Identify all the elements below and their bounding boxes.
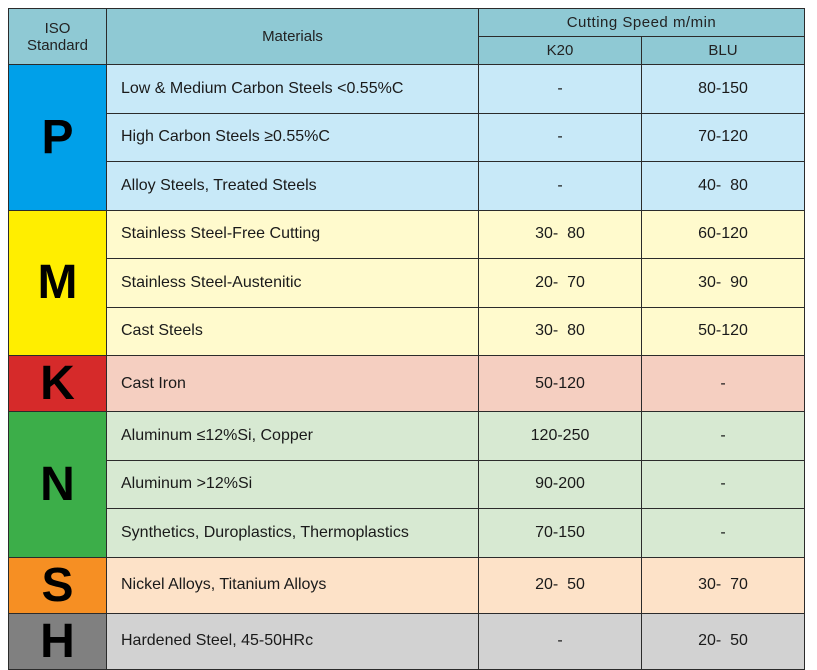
blu-cell: 30- 70 <box>641 556 805 614</box>
material-cell: Stainless Steel-Free Cutting <box>106 209 479 259</box>
blu-cell: 50-120 <box>641 306 805 356</box>
material-cell: Hardened Steel, 45-50HRc <box>106 612 479 670</box>
material-cell: Alloy Steels, Treated Steels <box>106 161 479 211</box>
k20-header: K20 <box>478 36 642 65</box>
material-cell: High Carbon Steels ≥0.55%C <box>106 112 479 162</box>
material-cell: Cast Steels <box>106 306 479 356</box>
table-row: Alloy Steels, Treated Steels -40- 80 <box>9 161 805 211</box>
table-row: Stainless Steel-Austenitic 20- 70 30- 90 <box>9 258 805 308</box>
blu-cell: - <box>641 411 805 461</box>
table-row: S Nickel Alloys, Titanium Alloys 20- 50 30-… <box>8 556 805 614</box>
material-cell: Nickel Alloys, Titanium Alloys <box>106 556 479 614</box>
blu-header: BLU <box>641 36 805 65</box>
k20-cell: - <box>478 64 642 114</box>
blu-cell: - <box>641 508 805 558</box>
iso-group-m: M <box>8 209 107 356</box>
blu-cell: 20- 50 <box>641 612 805 670</box>
blu-cell: 60-120 <box>641 209 805 259</box>
table-row: H Hardened Steel, 45-50HRc -20- 50 <box>8 612 805 670</box>
material-cell: Aluminum ≤12%Si, Copper <box>106 411 479 461</box>
k20-cell: 50-120 <box>478 355 642 412</box>
iso-group-k: K <box>8 355 107 412</box>
iso-group-n: N <box>8 411 107 558</box>
table-row: Synthetics, Duroplastics, Thermoplastics… <box>9 508 805 558</box>
blu-cell: - <box>641 355 805 412</box>
material-cell: Stainless Steel-Austenitic <box>106 258 479 308</box>
material-cell: Low & Medium Carbon Steels <0.55%C <box>106 64 479 114</box>
table-row: High Carbon Steels ≥0.55%C -70-120 <box>9 112 805 162</box>
material-cell: Cast Iron <box>106 355 479 412</box>
cutting-speed-table: ISO Standard Materials Cutting Speed m/m… <box>8 8 805 670</box>
material-cell: Aluminum >12%Si <box>106 459 479 509</box>
blu-cell: 80-150 <box>641 64 805 114</box>
table-row: K Cast Iron 50-120- <box>8 355 805 412</box>
table-row: Aluminum >12%Si 90-200- <box>9 459 805 509</box>
table-row: M Stainless Steel-Free Cutting 30- 80 60-12… <box>8 209 805 356</box>
iso-group-s: S <box>8 556 107 614</box>
table-row: P Low & Medium Carbon Steels <0.55%C -80-1… <box>8 64 805 211</box>
iso-standard-header: ISO Standard <box>8 8 107 65</box>
cutting-speed-header: Cutting Speed m/min <box>478 8 805 37</box>
k20-cell: 30- 80 <box>478 306 642 356</box>
table-row: N Aluminum ≤12%Si, Copper 120-250- <box>8 411 805 558</box>
k20-cell: - <box>478 161 642 211</box>
blu-cell: 40- 80 <box>641 161 805 211</box>
k20-cell: 20- 70 <box>478 258 642 308</box>
table-row: Cast Steels 30- 80 50-120 <box>9 306 805 356</box>
blu-cell: 70-120 <box>641 112 805 162</box>
blu-cell: - <box>641 459 805 509</box>
materials-header: Materials <box>106 8 479 65</box>
iso-group-p: P <box>8 64 107 211</box>
k20-cell: 120-250 <box>478 411 642 461</box>
k20-cell: 30- 80 <box>478 209 642 259</box>
blu-cell: 30- 90 <box>641 258 805 308</box>
k20-cell: 20- 50 <box>478 556 642 614</box>
k20-cell: 90-200 <box>478 459 642 509</box>
material-cell: Synthetics, Duroplastics, Thermoplastics <box>106 508 479 558</box>
iso-group-h: H <box>8 612 107 670</box>
k20-cell: - <box>478 112 642 162</box>
k20-cell: 70-150 <box>478 508 642 558</box>
